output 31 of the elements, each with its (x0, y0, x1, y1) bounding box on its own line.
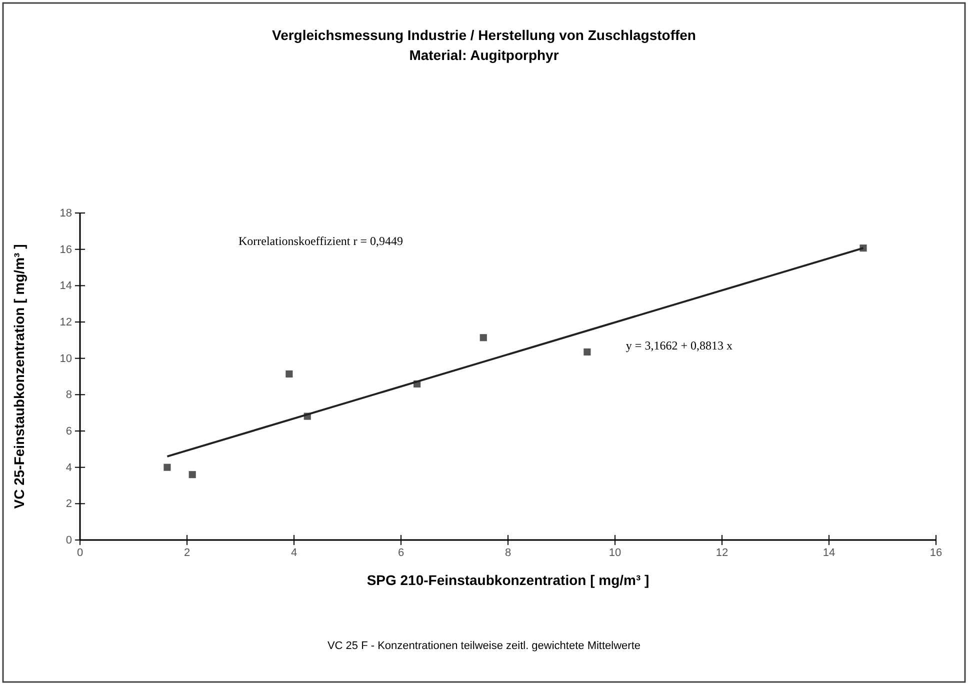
y-tick-label: 12 (60, 316, 72, 329)
point (188, 471, 196, 478)
y-tick-label: 16 (60, 244, 72, 256)
y-tick-label: 0 (66, 534, 72, 547)
y-axis-title: VC 25-Feinstaubkonzentration [ mg/m³ ] (11, 244, 27, 509)
x-tick-label: 6 (398, 546, 404, 559)
y-tick-label: 4 (66, 462, 72, 474)
point (584, 348, 591, 356)
x-tick-label: 2 (184, 546, 190, 559)
y-tick-label: 18 (60, 208, 72, 220)
y-tick-label: 2 (66, 498, 72, 510)
x-tick-label: 16 (930, 546, 942, 559)
x-tick-label: 10 (608, 546, 622, 559)
x-tick-label: 4 (290, 546, 298, 559)
point (286, 370, 293, 378)
x-tick-label: 14 (822, 546, 836, 559)
x-tick-label: 8 (504, 546, 512, 559)
annotation: y = 3,1662 + 0,8813 x (626, 338, 732, 352)
y-tick-label: 6 (66, 426, 72, 438)
y-tick-label: 8 (66, 389, 72, 402)
text: VC 25 F - Konzentrationen teilweise zeitl. gewichtete Mittelwerte (327, 640, 641, 652)
y-tick-label: 14 (60, 280, 72, 292)
point (164, 464, 171, 471)
point (480, 334, 487, 342)
y-tick-label: 10 (60, 352, 72, 365)
annotation: Korrelationskoeffizient r = 0,9449 (238, 234, 404, 248)
x-axis-title: SPG 210-Feinstaubkonzentration [ mg/m³ ] (366, 572, 650, 588)
x-tick-label: 12 (716, 546, 728, 559)
chart-title: Vergleichsmessung Industrie / Herstellung von Zuschlagstoffen (272, 27, 696, 43)
chart-subtitle: Material: Augitporphyr (409, 47, 560, 63)
x-tick-label: 0 (76, 546, 84, 559)
